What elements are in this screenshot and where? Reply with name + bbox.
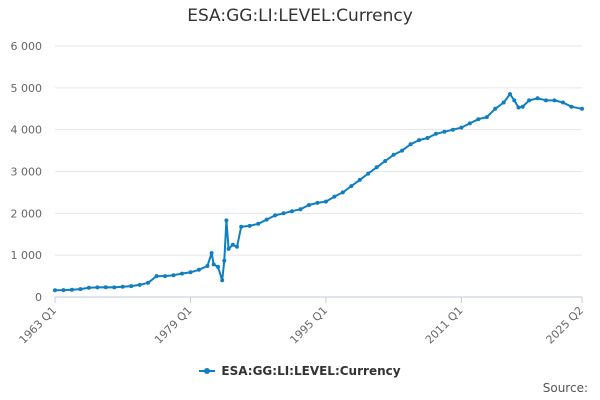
data-point [61, 288, 66, 293]
x-tick-label: 1995 Q1 [287, 304, 330, 347]
y-tick-label: 5 000 [11, 82, 43, 95]
data-point [211, 262, 216, 267]
y-tick-label: 2 000 [11, 207, 43, 220]
data-point [349, 184, 354, 189]
data-point [323, 199, 328, 204]
data-point [196, 267, 201, 272]
data-point [180, 271, 184, 276]
series-line [54, 93, 583, 292]
data-point [425, 136, 430, 140]
data-point [484, 115, 489, 120]
data-point [86, 285, 91, 290]
data-point [222, 258, 227, 263]
data-point [247, 223, 252, 228]
data-point [391, 152, 396, 157]
data-point [224, 218, 229, 223]
data-point [171, 273, 176, 278]
data-point [332, 194, 337, 199]
data-point [459, 125, 464, 130]
data-point [527, 98, 532, 103]
data-point [120, 284, 125, 289]
data-point [520, 104, 525, 109]
data-point [417, 138, 421, 143]
x-tick-label: 1979 Q1 [152, 304, 195, 347]
data-point [137, 282, 142, 287]
y-tick-label: 3 000 [11, 166, 43, 179]
data-point [239, 224, 244, 229]
data-point [103, 285, 108, 290]
data-point [220, 278, 225, 283]
data-point [535, 96, 540, 101]
data-point [569, 104, 574, 109]
data-point [561, 100, 565, 105]
data-point [400, 148, 405, 153]
data-point [256, 221, 261, 226]
data-point [552, 98, 557, 103]
data-point [129, 284, 134, 289]
x-tick-label: 1963 Q1 [17, 304, 60, 347]
y-tick-label: 0 [35, 291, 42, 304]
data-point [281, 211, 286, 216]
data-point [383, 159, 388, 163]
data-point [508, 92, 512, 97]
data-point [315, 200, 320, 205]
data-point [146, 280, 151, 285]
x-tick-label: 2025 Q2 [544, 304, 587, 347]
data-point [163, 274, 168, 279]
data-point [230, 242, 235, 247]
data-point [95, 285, 100, 290]
legend-swatch-icon [199, 366, 216, 376]
data-point [188, 270, 193, 275]
data-point [476, 117, 481, 122]
data-point [374, 165, 379, 170]
data-point [408, 142, 413, 147]
data-point [307, 203, 311, 207]
chart-title: ESA:GG:LI:LEVEL:Currency [187, 6, 413, 26]
data-point [442, 129, 447, 134]
data-point [580, 106, 584, 111]
data-point [501, 100, 506, 105]
data-point [290, 209, 294, 214]
source-credit: Source: [542, 381, 588, 395]
data-point [450, 127, 455, 132]
data-point [235, 244, 239, 249]
data-point [273, 213, 278, 218]
data-point [154, 274, 159, 279]
data-point [298, 207, 303, 212]
data-point [209, 251, 214, 256]
data-point [216, 264, 220, 269]
data-point [512, 98, 517, 103]
legend[interactable]: ESA:GG:LI:LEVEL:Currency [0, 364, 600, 379]
x-tick-label: 2011 Q1 [423, 304, 466, 347]
data-point [69, 287, 74, 292]
data-point [53, 288, 57, 293]
data-point [112, 285, 117, 290]
data-point [366, 171, 371, 176]
data-point [205, 264, 210, 268]
y-tick-label: 1 000 [11, 249, 43, 262]
data-point [544, 98, 548, 103]
legend-label: ESA:GG:LI:LEVEL:Currency [221, 364, 401, 378]
data-point [78, 287, 83, 292]
data-point [434, 131, 438, 136]
data-point [357, 177, 362, 182]
data-point [493, 106, 498, 111]
data-point [226, 246, 231, 251]
data-point [264, 217, 269, 222]
y-tick-label: 6 000 [11, 40, 43, 53]
data-point [467, 121, 472, 126]
y-tick-label: 4 000 [11, 124, 43, 137]
data-point [340, 190, 345, 195]
data-point [516, 105, 521, 110]
